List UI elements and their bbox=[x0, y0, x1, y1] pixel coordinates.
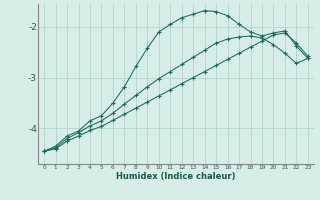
X-axis label: Humidex (Indice chaleur): Humidex (Indice chaleur) bbox=[116, 172, 236, 181]
